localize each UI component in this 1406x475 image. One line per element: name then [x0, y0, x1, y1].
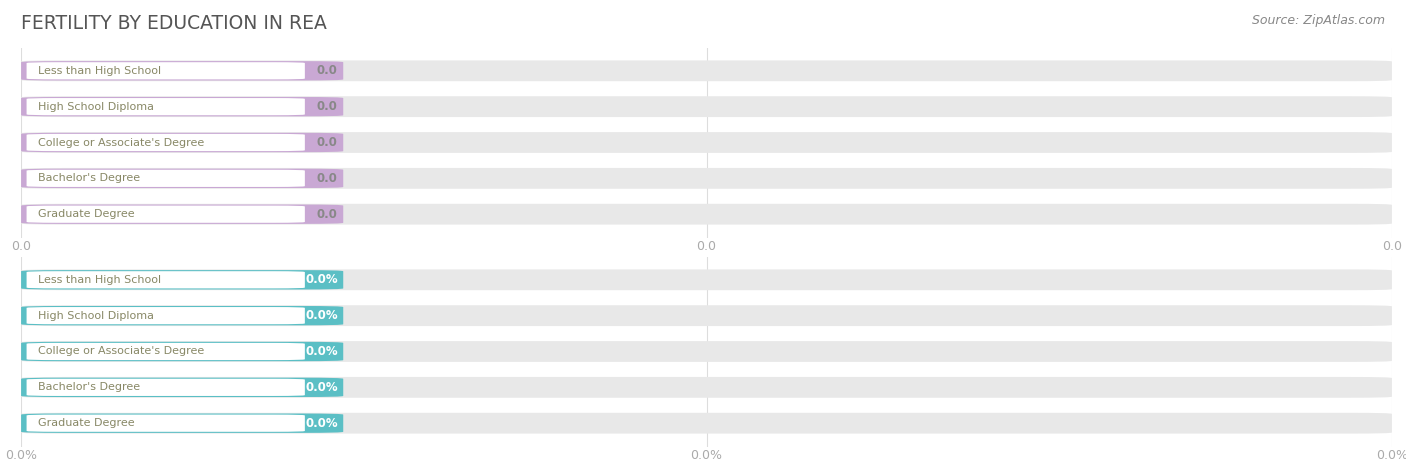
Text: High School Diploma: High School Diploma — [38, 311, 153, 321]
FancyBboxPatch shape — [27, 98, 305, 115]
Text: FERTILITY BY EDUCATION IN REA: FERTILITY BY EDUCATION IN REA — [21, 14, 328, 33]
FancyBboxPatch shape — [21, 305, 1392, 326]
FancyBboxPatch shape — [21, 270, 343, 289]
FancyBboxPatch shape — [21, 306, 343, 325]
FancyBboxPatch shape — [27, 307, 305, 324]
FancyBboxPatch shape — [21, 132, 1392, 153]
Text: Graduate Degree: Graduate Degree — [38, 209, 134, 219]
Text: 0.0%: 0.0% — [305, 309, 337, 322]
FancyBboxPatch shape — [27, 62, 305, 79]
Text: 0.0%: 0.0% — [305, 381, 337, 394]
Text: 0.0%: 0.0% — [305, 345, 337, 358]
FancyBboxPatch shape — [21, 61, 343, 80]
FancyBboxPatch shape — [21, 168, 1392, 189]
Text: 0.0: 0.0 — [316, 100, 337, 113]
Text: Source: ZipAtlas.com: Source: ZipAtlas.com — [1251, 14, 1385, 27]
FancyBboxPatch shape — [21, 414, 343, 433]
FancyBboxPatch shape — [21, 60, 1392, 81]
Text: 0.0: 0.0 — [316, 172, 337, 185]
FancyBboxPatch shape — [21, 413, 1392, 434]
Text: College or Associate's Degree: College or Associate's Degree — [38, 137, 204, 148]
FancyBboxPatch shape — [21, 204, 1392, 225]
FancyBboxPatch shape — [27, 271, 305, 288]
FancyBboxPatch shape — [21, 342, 343, 361]
Text: College or Associate's Degree: College or Associate's Degree — [38, 346, 204, 357]
FancyBboxPatch shape — [21, 97, 343, 116]
FancyBboxPatch shape — [27, 379, 305, 396]
Text: Less than High School: Less than High School — [38, 66, 160, 76]
FancyBboxPatch shape — [21, 133, 343, 152]
Text: High School Diploma: High School Diploma — [38, 102, 153, 112]
FancyBboxPatch shape — [21, 269, 1392, 290]
FancyBboxPatch shape — [27, 415, 305, 432]
FancyBboxPatch shape — [27, 170, 305, 187]
FancyBboxPatch shape — [21, 96, 1392, 117]
Text: Less than High School: Less than High School — [38, 275, 160, 285]
FancyBboxPatch shape — [21, 378, 343, 397]
Text: Graduate Degree: Graduate Degree — [38, 418, 134, 428]
FancyBboxPatch shape — [21, 205, 343, 224]
Text: 0.0%: 0.0% — [305, 417, 337, 430]
Text: Bachelor's Degree: Bachelor's Degree — [38, 382, 139, 392]
Text: 0.0: 0.0 — [316, 136, 337, 149]
Text: 0.0: 0.0 — [316, 64, 337, 77]
Text: Bachelor's Degree: Bachelor's Degree — [38, 173, 139, 183]
FancyBboxPatch shape — [27, 343, 305, 360]
FancyBboxPatch shape — [27, 134, 305, 151]
Text: 0.0%: 0.0% — [305, 273, 337, 286]
FancyBboxPatch shape — [21, 169, 343, 188]
FancyBboxPatch shape — [27, 206, 305, 223]
FancyBboxPatch shape — [21, 341, 1392, 362]
FancyBboxPatch shape — [21, 377, 1392, 398]
Text: 0.0: 0.0 — [316, 208, 337, 221]
